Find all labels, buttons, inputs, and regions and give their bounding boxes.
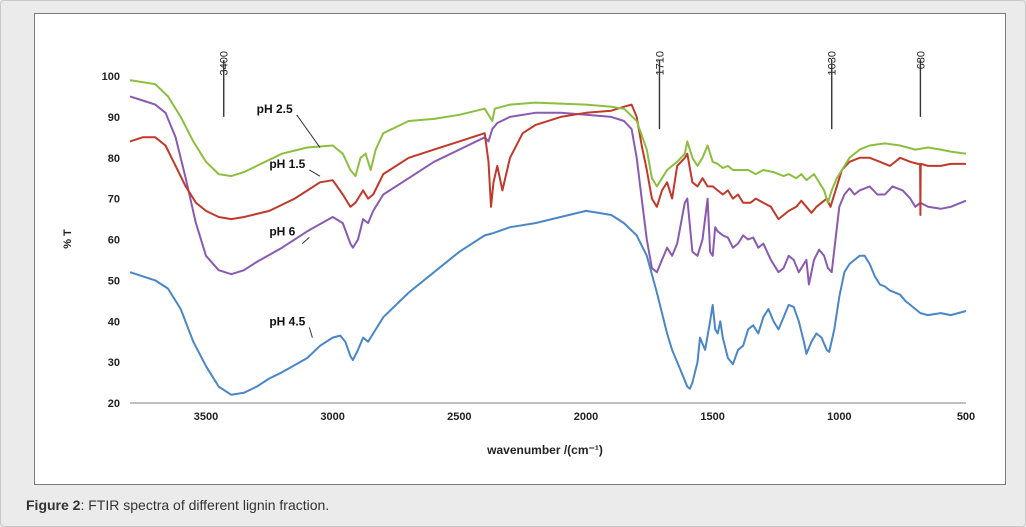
peak-label: 1710 [654, 51, 666, 75]
series-label-pointer [309, 169, 321, 177]
x-tick-label: 2500 [447, 411, 471, 423]
series-label: pH 1.5 [269, 157, 305, 171]
y-tick-label: 70 [108, 194, 120, 206]
series-label-pointer [301, 237, 310, 244]
x-tick-label: 2000 [574, 411, 598, 423]
peak-label: 680 [915, 51, 927, 69]
x-tick-label: 3000 [320, 411, 344, 423]
series-labels: pH 2.5 pH 1.5 pH 6 pH 4.5 [257, 102, 321, 338]
caption-label: Figure 2 [26, 497, 81, 513]
y-axis-label: % T [62, 229, 74, 249]
y-tick-label: 30 [108, 357, 120, 369]
x-tick-label: 500 [957, 411, 975, 423]
series-line [129, 209, 967, 396]
series-label: pH 2.5 [257, 102, 293, 116]
ftir-chart: 20 30 40 50 60 70 80 90 100 3500 3000 2500 2000 1500 1… [62, 51, 976, 457]
x-axis-label: wavenumber /(cm⁻¹) [486, 443, 603, 457]
series-label-pointer [308, 327, 313, 338]
y-tick-label: 40 [108, 316, 120, 328]
y-tick-label: 20 [108, 398, 120, 410]
y-tick-label: 60 [108, 235, 120, 247]
series-line [129, 103, 966, 221]
series-label-pointer [296, 114, 321, 148]
y-tick-label: 100 [102, 71, 120, 83]
y-tick-label: 50 [108, 275, 120, 287]
series-line [129, 95, 967, 286]
series-line [129, 79, 967, 204]
x-tick-label: 1500 [700, 411, 724, 423]
series-label: pH 6 [269, 224, 295, 238]
peak-label: 3400 [219, 51, 231, 75]
plot-area: 20 30 40 50 60 70 80 90 100 3500 3000 2500 2000 1500 1… [34, 13, 1006, 485]
x-tick-label: 3500 [194, 411, 218, 423]
x-tick-label: 1000 [827, 411, 851, 423]
peak-annotations: 3400 1710 1030 680 [219, 51, 927, 130]
caption-text: : FTIR spectra of different lignin fract… [80, 497, 330, 513]
y-tick-label: 80 [108, 153, 120, 165]
figure-caption: Figure 2: FTIR spectra of different lign… [26, 497, 329, 513]
spectra-series [129, 79, 967, 396]
y-tick-label: 90 [108, 112, 120, 124]
peak-label: 1030 [827, 51, 839, 75]
series-label: pH 4.5 [269, 314, 305, 328]
axis-ticks: 20 30 40 50 60 70 80 90 100 3500 3000 2500 2000 1500 1… [102, 71, 976, 423]
